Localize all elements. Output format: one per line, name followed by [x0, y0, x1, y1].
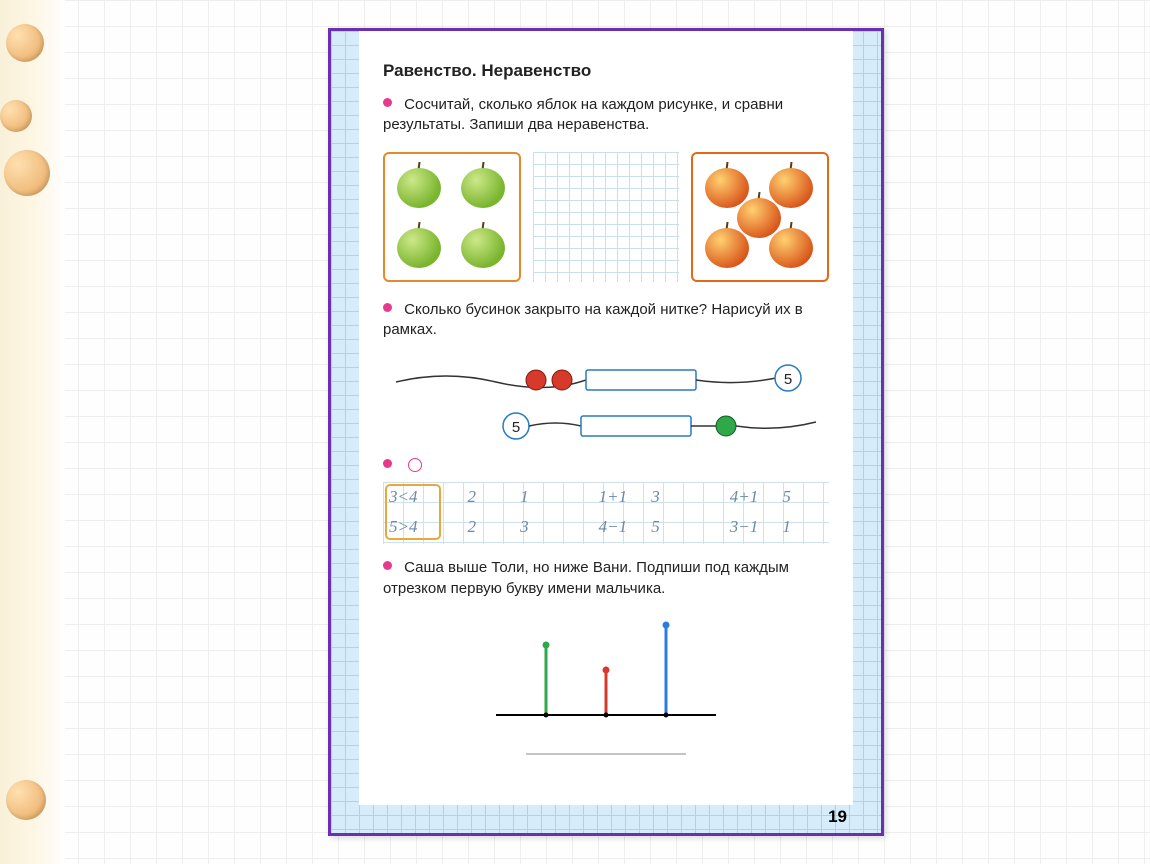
task-1-text: Сосчитай, сколько яблок на каждом рисунк…	[383, 96, 783, 133]
segment-top-dot	[663, 621, 670, 628]
hw-cell: 2	[462, 517, 515, 537]
hw-cell: 4−1	[593, 517, 646, 537]
orange-apples-box	[691, 152, 829, 282]
task-4: Саша выше Толи, но ниже Вани. Подпиши по…	[383, 558, 829, 599]
hw-cell: 1	[776, 517, 829, 537]
svg-text:5: 5	[784, 371, 792, 388]
green-apple-icon	[461, 164, 505, 208]
answer-grid-box	[533, 152, 680, 282]
bead-strings: 5 5	[383, 356, 829, 448]
bullet-icon	[383, 98, 392, 107]
handwriting-grid: 3<4211+134+15 5>4234−153−11	[383, 482, 829, 544]
orange-apple-icon	[705, 224, 749, 268]
workbook-page-frame: Равенство. Неравенство Сосчитай, сколько…	[328, 28, 884, 836]
segment-top-dot	[603, 666, 610, 673]
hw-cell: 5>4	[383, 517, 436, 537]
bullet-icon	[383, 303, 392, 312]
hw-cell: 3−1	[724, 517, 777, 537]
segment-top-dot	[543, 641, 550, 648]
bullet-icon	[383, 561, 392, 570]
orange-apple-icon	[769, 224, 813, 268]
task-1: Сосчитай, сколько яблок на каждом рисунк…	[383, 95, 829, 136]
svg-text:5: 5	[512, 419, 520, 436]
slide-left-decoration	[0, 0, 65, 864]
person-icon	[408, 458, 422, 472]
page-number: 19	[828, 807, 847, 827]
hw-row-1: 3<4 21 1+13 4+15	[383, 482, 829, 512]
task-4-text: Саша выше Толи, но ниже Вани. Подпиши по…	[383, 559, 789, 596]
segments-diagram	[383, 615, 829, 771]
hw-cell: 4+1	[724, 487, 777, 507]
hw-cell: 3	[645, 487, 698, 507]
bullet-icon	[383, 459, 392, 468]
hw-cell: 1	[514, 487, 567, 507]
hw-cell: 1+1	[593, 487, 646, 507]
hw-cell: 2	[462, 487, 515, 507]
green-apple-icon	[461, 224, 505, 268]
green-apples-box	[383, 152, 521, 282]
hw-cell: 5	[645, 517, 698, 537]
bead-string-2: 5	[383, 404, 829, 448]
hw-cell: 3<4	[383, 487, 436, 507]
task-2-text: Сколько бусинок закрыто на каждой нитке?…	[383, 301, 803, 338]
apples-row	[383, 152, 829, 282]
hw-cell: 5	[776, 487, 829, 507]
green-apple-icon	[397, 224, 441, 268]
task-2: Сколько бусинок закрыто на каждой нитке?…	[383, 300, 829, 341]
green-apple-icon	[397, 164, 441, 208]
bead-string-1: 5	[383, 356, 829, 400]
hw-row-2: 5>4 23 4−15 3−11	[383, 512, 829, 542]
task-3	[383, 456, 829, 476]
hw-cell: 3	[514, 517, 567, 537]
page-content: Равенство. Неравенство Сосчитай, сколько…	[359, 31, 853, 805]
page-title: Равенство. Неравенство	[383, 61, 829, 81]
